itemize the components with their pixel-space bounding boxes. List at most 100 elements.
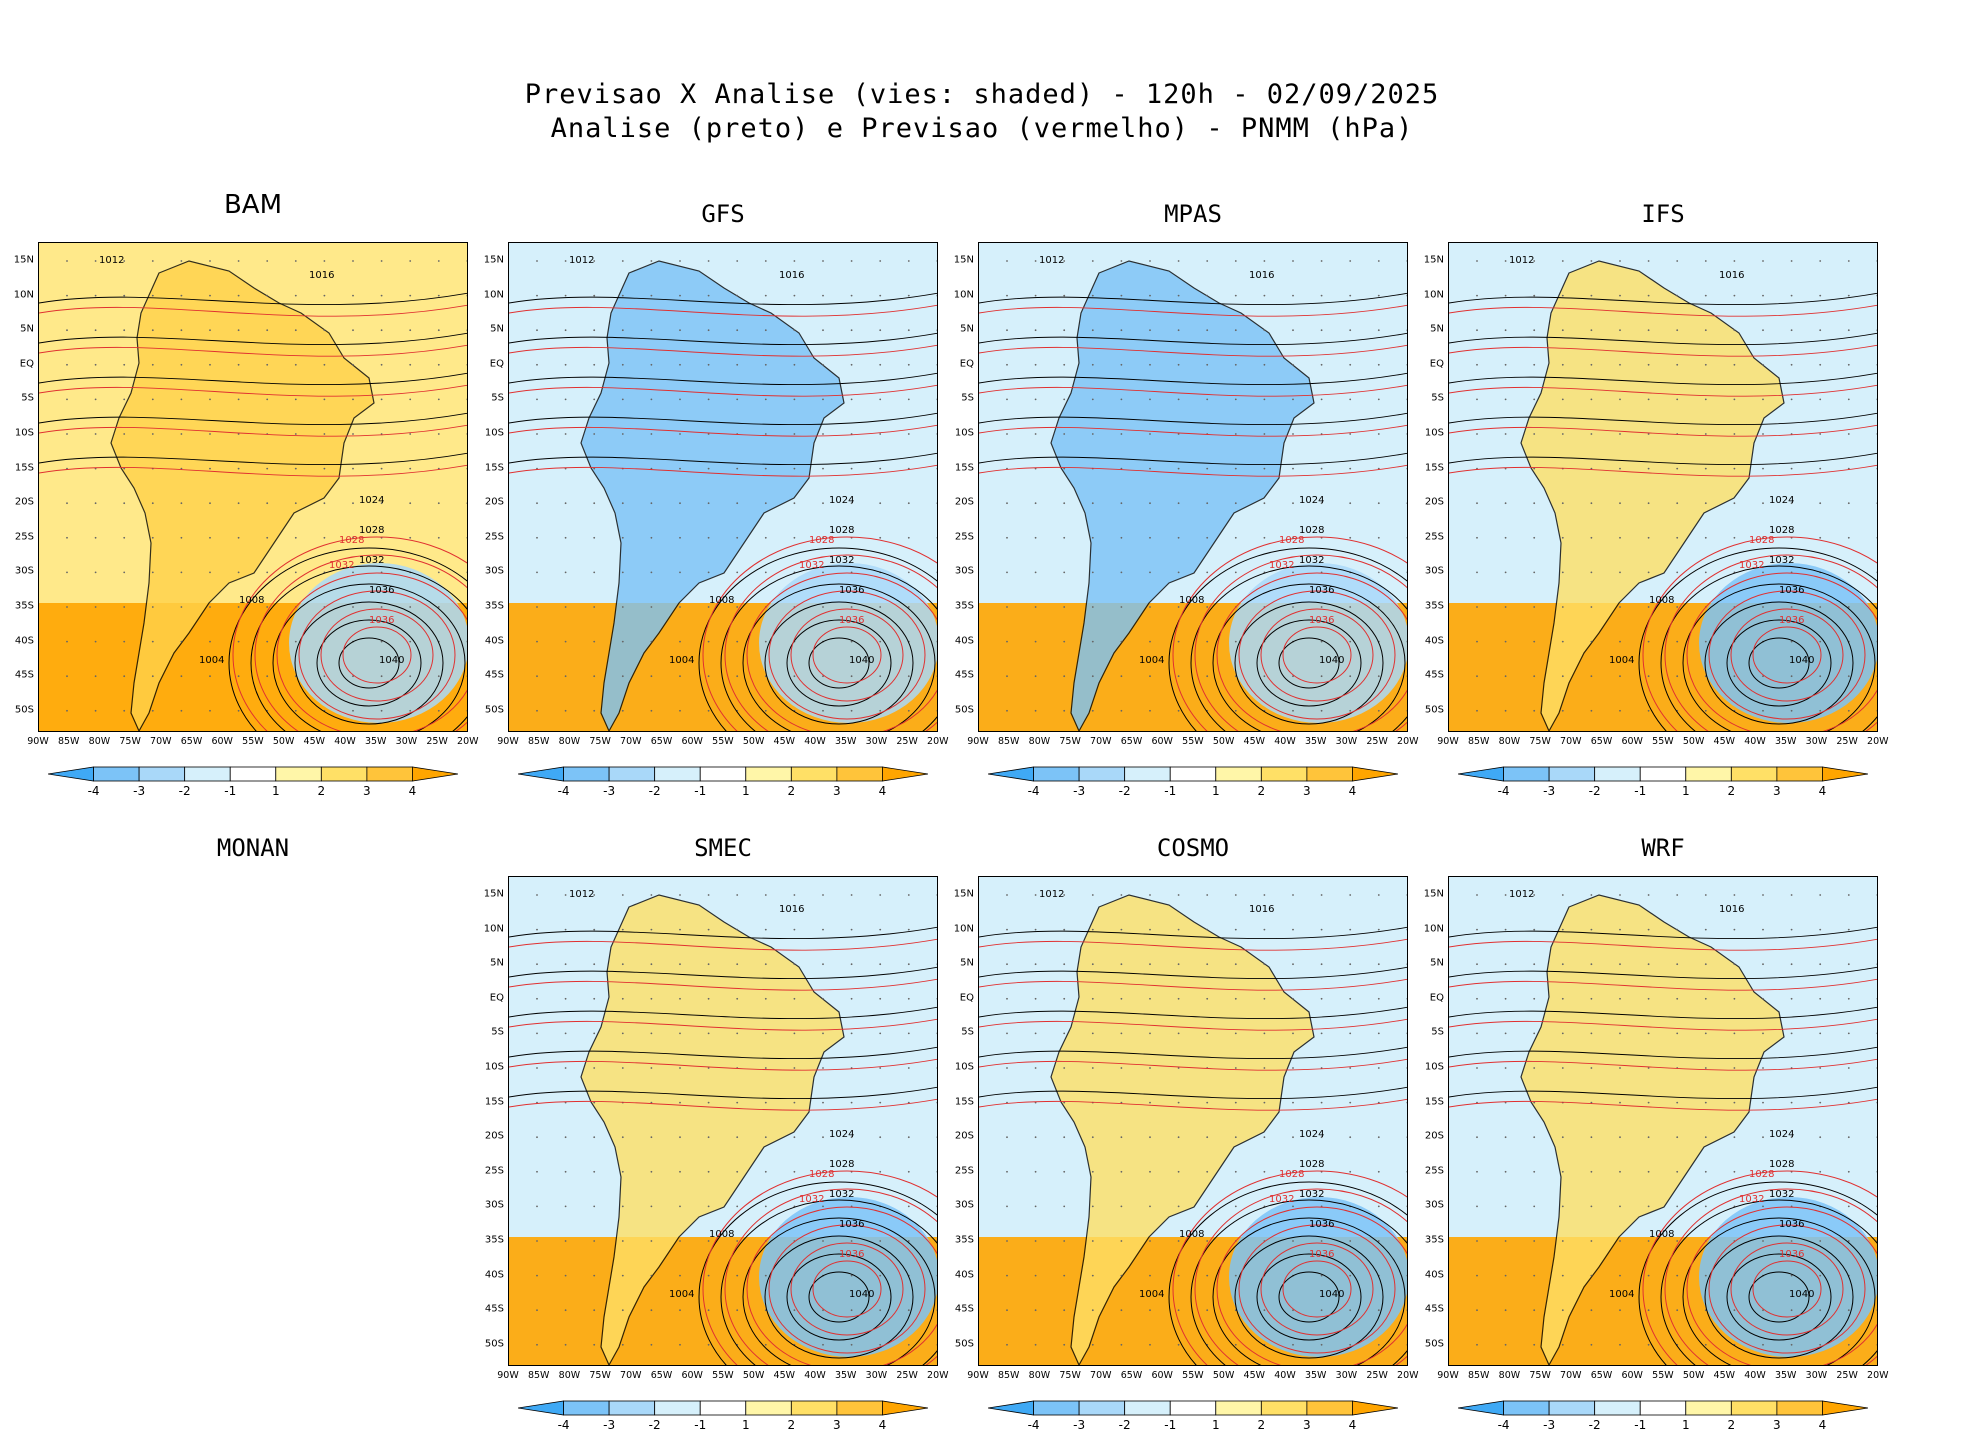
lat-tick-label: 15S [954, 1096, 974, 1108]
colorbar-label: -1 [1634, 1418, 1647, 1432]
lat-tick-label: 15S [954, 462, 974, 474]
lat-tick-label: 40S [954, 1269, 974, 1281]
grid-dots [66, 260, 467, 712]
isobar-label: 1036 [1309, 585, 1334, 596]
colorbar-swatch [1594, 766, 1641, 782]
lat-tick-label: 15N [1423, 254, 1444, 266]
isobar-labels: 1016 1012 1024 1028 1032 1036 1040 1008 1004 1028… [569, 889, 874, 1300]
lat-tick-label: 10N [1423, 923, 1444, 935]
lon-tick-label: 70W [620, 1370, 642, 1381]
isobar-labels: 1016 1012 1024 1028 1032 1036 1040 1008 1004 1028… [1039, 889, 1344, 1300]
latitude-labels: 15N 10N 5N EQ 5S 10S 15S 20S 25S 30S 35S 40S 45S 50S [0, 242, 38, 732]
isobar-label: 1008 [1179, 1229, 1204, 1240]
isobar-label: 1032 [1299, 1189, 1324, 1200]
lon-tick-label: 60W [211, 736, 233, 747]
colorbar-label: -1 [694, 1418, 707, 1432]
lon-tick-label: 55W [1182, 736, 1204, 747]
isobar-label: 1040 [849, 1289, 874, 1300]
panel-title: WRF [1641, 834, 1685, 862]
lon-tick-label: 75W [1059, 1370, 1081, 1381]
lon-tick-label: 90W [1437, 736, 1459, 747]
isobar-label: 1028 [1299, 525, 1324, 536]
colorbar-swatch [229, 766, 277, 782]
lat-tick-label: 10N [953, 923, 974, 935]
colorbar-swatch [1776, 766, 1823, 782]
map-plot: 1016 1012 1024 1028 1032 1036 1040 1008 1004 1028… [508, 876, 938, 1366]
isobar-label: 1012 [569, 255, 594, 266]
colorbar-label: -2 [178, 784, 191, 798]
colorbar-label: 4 [1348, 784, 1357, 798]
colorbar-label: 2 [787, 784, 796, 798]
lat-tick-label: 25S [484, 531, 504, 543]
isobar-label: 1004 [1609, 655, 1634, 666]
lat-tick-label: 35S [954, 600, 974, 612]
lat-tick-label: 5N [490, 957, 504, 969]
colorbar-label: 3 [1773, 784, 1781, 798]
lon-tick-label: 40W [804, 1370, 826, 1381]
lat-tick-label: 5S [21, 392, 34, 404]
lon-tick-label: 35W [1774, 1370, 1797, 1381]
colorbar-label: 1 [1211, 784, 1220, 798]
colorbar: -4 -3 -2 -1 1 2 3 4 [987, 766, 1399, 806]
colorbar-swatch [93, 766, 140, 782]
lat-tick-label: 45S [484, 1303, 504, 1315]
lon-tick-label: 25W [896, 1370, 918, 1381]
lon-tick-label: 20W [1397, 1370, 1419, 1381]
lon-tick-label: 85W [1467, 736, 1490, 747]
lat-tick-label: 15S [1424, 1096, 1444, 1108]
isobar-label: 1040 [1789, 1289, 1814, 1300]
lat-tick-label: 15N [953, 254, 974, 266]
lon-tick-label: 25W [1366, 1370, 1388, 1381]
isobar-label: 1028 [359, 525, 384, 536]
colorbar-swatch [790, 766, 838, 782]
isobars [509, 292, 937, 731]
colorbar-label: -3 [133, 784, 146, 798]
colorbar: -4 -3 -2 -1 1 2 3 4 [517, 1400, 929, 1440]
lat-tick-label: 10S [484, 427, 504, 439]
latitude-labels: 15N 10N 5N EQ 5S 10S 15S 20S 25S 30S 35S 40S 45S 50S [1410, 876, 1448, 1366]
isobar-label: 1008 [1649, 595, 1674, 606]
lon-tick-label: 45W [1243, 736, 1266, 747]
isobar-label: 1024 [1769, 495, 1794, 506]
lat-tick-label: 25S [954, 531, 974, 543]
isobar-labels: 1016 1012 1024 1028 1032 1036 1040 1008 1004 1028… [1509, 255, 1814, 666]
isobar-label: 1028 [1769, 1159, 1794, 1170]
lat-tick-label: 20S [954, 496, 974, 508]
isobars [1449, 926, 1877, 1365]
colorbar-swatch [699, 1400, 747, 1416]
isobar-label: 1024 [1769, 1129, 1794, 1140]
lon-tick-label: 90W [1437, 1370, 1459, 1381]
lon-tick-label: 35W [364, 736, 387, 747]
isobar-label: 1024 [359, 495, 384, 506]
longitude-labels: 90W 85W 80W 75W 70W 65W 60W 55W 50W 45W 40W 35W 30W 2… [1437, 736, 1888, 750]
lat-tick-label: 10S [1424, 427, 1444, 439]
map-svg: 1016 1012 1024 1028 1032 1036 1040 1008 1004 1028… [1449, 243, 1877, 731]
colorbar-swatch [1730, 1400, 1778, 1416]
colorbar-label: 3 [1303, 1418, 1311, 1432]
lon-tick-label: 60W [1621, 1370, 1643, 1381]
colorbar-swatch [1730, 766, 1778, 782]
grid-dots [536, 260, 937, 712]
isobar-label: 1040 [849, 655, 874, 666]
lon-tick-label: 55W [712, 736, 734, 747]
isobars [979, 292, 1407, 731]
isobar-label: 1036 [1309, 1249, 1334, 1260]
lon-tick-label: 85W [57, 736, 80, 747]
colorbar-swatches [987, 1400, 1399, 1416]
isobar-label: 1028 [1769, 525, 1794, 536]
lon-tick-label: 20W [927, 736, 949, 747]
lon-tick-label: 80W [558, 1370, 581, 1381]
longitude-labels: 90W 85W 80W 75W 70W 65W 60W 55W 50W 45W 40W 35W 30W 2… [967, 1370, 1418, 1384]
colorbar-label: 1 [1681, 784, 1690, 798]
lat-tick-label: 40S [954, 635, 974, 647]
grid-dots [536, 894, 937, 1346]
isobar-label: 1024 [1299, 1129, 1324, 1140]
lon-tick-label: 30W [1335, 736, 1358, 747]
isobar-label: 1040 [1319, 1289, 1344, 1300]
lon-tick-label: 40W [804, 736, 826, 747]
map-svg: 1016 1012 1024 1028 1032 1036 1040 1008 1004 1028… [979, 243, 1407, 731]
colorbar-arrow-left [517, 1400, 564, 1416]
colorbar-swatch [1033, 1400, 1080, 1416]
lat-tick-label: 15S [484, 1096, 504, 1108]
lon-tick-label: 70W [1090, 736, 1112, 747]
